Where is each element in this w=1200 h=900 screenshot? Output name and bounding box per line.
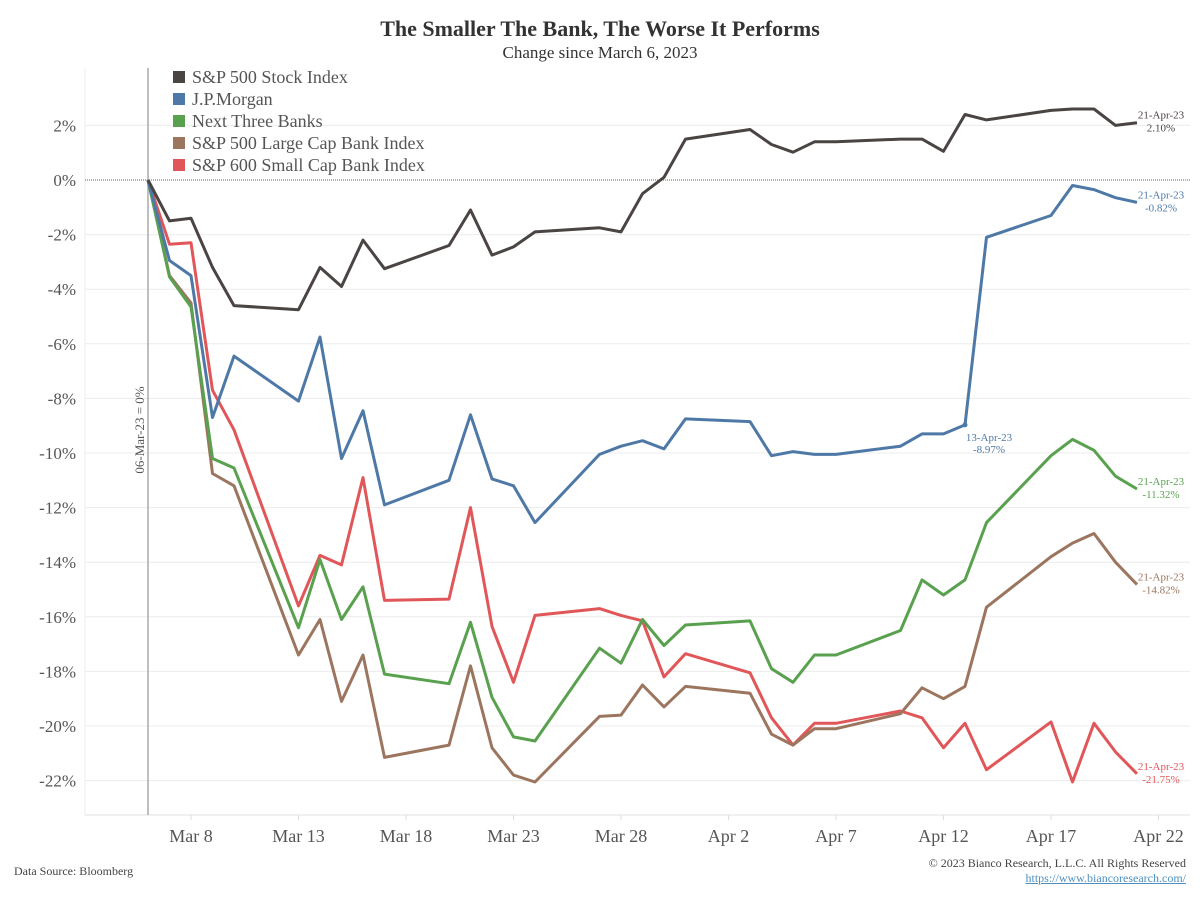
x-tick-label: Apr 22 [1133, 826, 1184, 846]
y-tick-label: -14% [39, 553, 76, 572]
end-label-date: 21-Apr-23 [1138, 189, 1185, 201]
chart-title: The Smaller The Bank, The Worse It Perfo… [380, 16, 820, 41]
x-tick-label: Mar 28 [595, 826, 648, 846]
copyright-block: © 2023 Bianco Research, L.L.C. All Right… [929, 856, 1186, 886]
y-tick-label: -12% [39, 499, 76, 518]
legend-item-sp500[interactable]: S&P 500 Stock Index [173, 66, 425, 88]
x-tick-label: Mar 23 [487, 826, 540, 846]
y-tick-label: 0% [53, 171, 76, 190]
series-line-s-p-500-large-cap-bank-index [146, 179, 1139, 784]
end-label-value: -14.82% [1142, 585, 1180, 597]
y-tick-label: -18% [39, 662, 76, 681]
y-tick-label: -4% [48, 280, 76, 299]
end-label-date: 21-Apr-23 [1138, 476, 1185, 488]
end-label-value: -0.82% [1145, 202, 1177, 214]
y-tick-label: -2% [48, 226, 76, 245]
legend-label: Next Three Banks [192, 110, 323, 131]
x-tick-label: Apr 7 [815, 826, 857, 846]
legend-item-small-cap-banks[interactable]: S&P 600 Small Cap Bank Index [173, 154, 425, 176]
x-tick-label: Apr 12 [918, 826, 969, 846]
y-tick-label: -20% [39, 717, 76, 736]
series-line-s-p-500-stock-index [146, 107, 1138, 312]
y-tick-label: -6% [48, 335, 76, 354]
data-source: Data Source: Bloomberg [14, 864, 134, 878]
end-label-date: 21-Apr-23 [1138, 110, 1185, 122]
x-tick-label: Mar 8 [169, 826, 213, 846]
y-tick-label: -8% [48, 389, 76, 408]
mid-label-value: -8.97% [973, 444, 1005, 456]
series-line-s-p-600-small-cap-bank-index [146, 179, 1139, 784]
legend-item-large-cap-banks[interactable]: S&P 500 Large Cap Bank Index [173, 132, 425, 154]
series-line-j-p-morgan [146, 179, 1138, 525]
x-tick-label: Mar 18 [380, 826, 433, 846]
end-label-value: -21.75% [1142, 774, 1180, 786]
end-label-date: 21-Apr-23 [1138, 761, 1185, 773]
y-tick-label: -22% [39, 772, 76, 791]
series-line-next-three-banks [146, 179, 1138, 743]
legend-item-jpmorgan[interactable]: J.P.Morgan [173, 88, 425, 110]
end-label-date: 21-Apr-23 [1138, 572, 1185, 584]
legend-swatch [173, 71, 185, 83]
copyright-text: © 2023 Bianco Research, L.L.C. All Right… [928, 856, 1186, 870]
chart-subtitle: Change since March 6, 2023 [502, 43, 698, 62]
x-tick-label: Apr 2 [708, 826, 750, 846]
baseline-label: 06-Mar-23 = 0% [132, 386, 147, 473]
legend-label: S&P 500 Large Cap Bank Index [192, 132, 425, 153]
legend-label: S&P 500 Stock Index [192, 66, 348, 87]
website-link[interactable]: https://www.biancoresearch.com/ [1025, 871, 1186, 885]
end-label-value: -11.32% [1142, 489, 1179, 501]
y-tick-label: -10% [39, 444, 76, 463]
legend-label: J.P.Morgan [192, 88, 273, 109]
x-tick-label: Apr 17 [1026, 826, 1077, 846]
x-tick-label: Mar 13 [272, 826, 325, 846]
y-tick-label: 2% [53, 116, 76, 135]
mid-label-marker [962, 422, 968, 428]
end-label-value: 2.10% [1147, 123, 1175, 135]
legend: S&P 500 Stock Index J.P.Morgan Next Thre… [173, 66, 425, 176]
mid-label-date: 13-Apr-23 [966, 432, 1013, 444]
legend-label: S&P 600 Small Cap Bank Index [192, 154, 425, 175]
legend-swatch [173, 93, 185, 105]
y-tick-label: -16% [39, 608, 76, 627]
legend-swatch [173, 115, 185, 127]
legend-item-next-three-banks[interactable]: Next Three Banks [173, 110, 425, 132]
legend-swatch [173, 159, 185, 171]
legend-swatch [173, 137, 185, 149]
